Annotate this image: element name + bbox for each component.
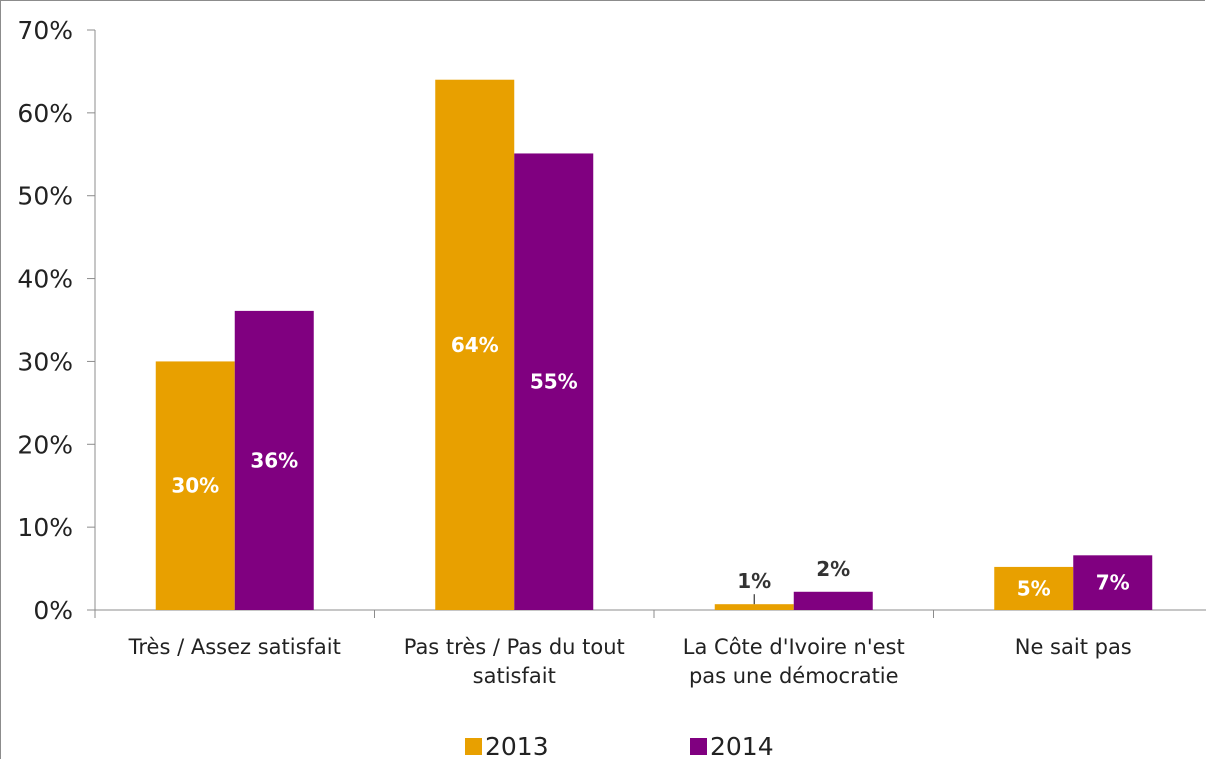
y-tick-label: 20% [17, 430, 73, 459]
data-label-2014-4: 7% [1096, 571, 1130, 595]
y-tick-label: 30% [17, 347, 73, 376]
axes: 0% 10% 20% 30% 40% 50% 60% 70% Très / Assez sati… [17, 16, 1206, 688]
x-category-label: La Côte d'Ivoire n'est [683, 635, 905, 659]
bar-2014-3 [793, 591, 873, 610]
bar-2013-2 [435, 79, 515, 610]
bar-2014-4 [1073, 555, 1153, 610]
bar-2014-1 [234, 310, 314, 610]
x-category-label: Pas très / Pas du tout [404, 635, 625, 659]
x-category-label: Ne sait pas [1015, 635, 1132, 659]
bar-2014-2 [514, 153, 594, 610]
data-label-2014-2: 55% [530, 370, 578, 394]
bars [155, 79, 1153, 610]
y-tick-label: 60% [17, 99, 73, 128]
data-label-2013-4: 5% [1017, 576, 1051, 600]
data-labels: 30% 64% 1% 5% 36% 55% 2% 7% [171, 333, 1130, 605]
legend-label-2014: 2014 [710, 732, 774, 760]
data-label-2014-3: 2% [816, 557, 850, 581]
y-tick-label: 70% [17, 16, 73, 45]
legend-label-2013: 2013 [485, 732, 549, 760]
legend-swatch-2013 [465, 738, 482, 755]
y-tick-label: 50% [17, 182, 73, 211]
y-tick-label: 40% [17, 265, 73, 294]
y-tick-label: 10% [17, 513, 73, 542]
legend-swatch-2014 [690, 738, 707, 755]
x-category-label: satisfait [473, 664, 556, 688]
data-label-2013-1: 30% [171, 474, 219, 498]
x-category-label: pas une démocratie [689, 664, 899, 688]
bar-2013-4 [994, 566, 1074, 610]
bar-2013-3 [714, 604, 794, 610]
bar-2013-1 [155, 361, 235, 610]
data-label-2013-2: 64% [451, 333, 499, 357]
x-category-label: Très / Assez satisfait [128, 635, 341, 659]
data-label-2013-3: 1% [737, 569, 771, 593]
y-tick-label: 0% [33, 596, 73, 625]
legend: 2013 2014 [465, 732, 774, 760]
data-label-2014-1: 36% [250, 448, 298, 472]
